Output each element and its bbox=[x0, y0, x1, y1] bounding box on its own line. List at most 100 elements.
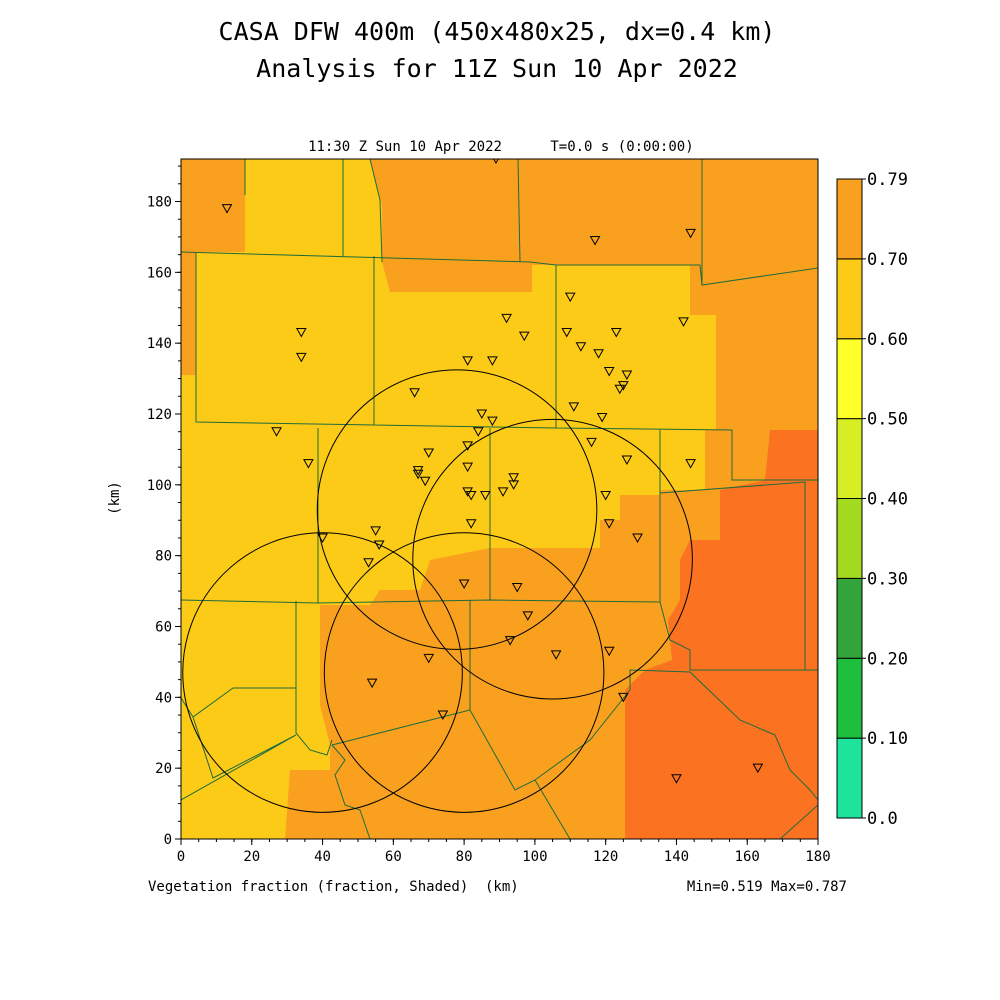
colorbar-swatch bbox=[836, 338, 863, 420]
page-subtitle: Analysis for 11Z Sun 10 Apr 2022 bbox=[256, 54, 738, 83]
station-marker bbox=[603, 519, 615, 529]
range-ring bbox=[412, 418, 693, 700]
y-axis: 0 20 40 60 80 100 120 140 160 180 bbox=[147, 165, 181, 848]
colorbar-swatch bbox=[836, 737, 863, 819]
y-tick-label: 60 bbox=[155, 620, 172, 636]
station-marker bbox=[511, 583, 523, 593]
shaded-field bbox=[181, 159, 818, 839]
x-tick-label: 180 bbox=[805, 849, 830, 865]
station-marker bbox=[593, 349, 604, 359]
x-axis: 0 20 40 60 80 100 120 140 160 180 bbox=[177, 839, 831, 865]
station-marker bbox=[621, 455, 633, 466]
radar-range-rings bbox=[182, 369, 693, 813]
county-boundaries bbox=[181, 159, 818, 839]
colorbar-swatch bbox=[836, 418, 863, 499]
station-marker bbox=[678, 317, 689, 327]
colorbar-swatch bbox=[836, 577, 863, 659]
station-marker bbox=[614, 384, 626, 395]
min-max-stats: Min=0.519 Max=0.787 bbox=[687, 879, 847, 895]
station-marker bbox=[271, 427, 282, 437]
station-marker bbox=[221, 204, 233, 214]
station-marker bbox=[501, 313, 512, 324]
station-marker bbox=[419, 476, 431, 487]
station-marker bbox=[303, 459, 314, 469]
y-tick-label: 40 bbox=[155, 690, 172, 706]
y-axis-label: (km) bbox=[107, 481, 123, 515]
station-marker bbox=[465, 490, 477, 501]
x-tick-label: 120 bbox=[593, 849, 618, 865]
y-tick-label: 160 bbox=[147, 265, 172, 281]
station-marker bbox=[610, 328, 622, 338]
station-marker bbox=[632, 533, 643, 543]
station-marker bbox=[568, 402, 580, 412]
y-tick-label: 0 bbox=[164, 832, 172, 848]
station-marker bbox=[409, 388, 420, 398]
x-tick-label: 100 bbox=[522, 849, 547, 865]
y-tick-label: 80 bbox=[155, 549, 172, 565]
station-marker bbox=[671, 774, 682, 784]
station-marker bbox=[462, 356, 474, 366]
station-marker bbox=[508, 480, 520, 490]
colorbar-label: 0.60 bbox=[867, 330, 908, 350]
station-marker bbox=[589, 235, 601, 246]
plot-forecast-time: T=0.0 s (0:00:00) bbox=[550, 139, 693, 155]
field-region-0.50-0.60 bbox=[181, 159, 716, 839]
field-label: Vegetation fraction (fraction, Shaded) bbox=[148, 879, 468, 895]
y-tick-label: 140 bbox=[147, 336, 172, 352]
colorbar-label: 0.20 bbox=[867, 649, 908, 669]
y-tick-label: 120 bbox=[147, 407, 172, 423]
colorbar-label: 0.10 bbox=[867, 729, 908, 749]
field-region-upper-left bbox=[181, 159, 245, 375]
station-marker bbox=[518, 331, 530, 342]
range-ring bbox=[316, 369, 598, 650]
station-marker bbox=[465, 519, 477, 529]
station-marker bbox=[423, 448, 435, 458]
colorbar: 0.0 0.10 0.20 0.30 0.40 0.50 0.60 0.70 0.79 bbox=[836, 170, 908, 829]
station-marker bbox=[621, 370, 633, 381]
colorbar-label: 0.70 bbox=[867, 250, 908, 270]
station-marker bbox=[487, 416, 498, 427]
station-marker bbox=[561, 328, 573, 338]
station-marker bbox=[487, 356, 498, 366]
y-tick-label: 100 bbox=[147, 478, 172, 494]
colorbar-swatch bbox=[836, 657, 863, 739]
station-markers bbox=[221, 159, 764, 784]
station-marker bbox=[476, 409, 488, 420]
station-marker bbox=[479, 490, 491, 501]
x-tick-label: 80 bbox=[456, 849, 473, 865]
station-marker bbox=[437, 710, 449, 721]
x-axis-label: (km) bbox=[485, 879, 519, 895]
field-region-0.70-0.79 bbox=[625, 430, 818, 839]
station-marker bbox=[458, 579, 470, 590]
station-marker bbox=[504, 636, 516, 646]
plot-valid-time: 11:30 Z Sun 10 Apr 2022 bbox=[308, 139, 502, 155]
station-marker bbox=[603, 367, 615, 377]
x-tick-label: 140 bbox=[664, 849, 689, 865]
station-marker bbox=[564, 292, 576, 303]
x-tick-label: 40 bbox=[314, 849, 331, 865]
range-ring bbox=[182, 532, 463, 813]
station-marker bbox=[373, 540, 385, 551]
x-tick-label: 160 bbox=[735, 849, 760, 865]
colorbar-label: 0.40 bbox=[867, 490, 908, 510]
station-marker bbox=[600, 490, 612, 501]
x-tick-label: 20 bbox=[243, 849, 260, 865]
y-tick-label: 20 bbox=[155, 761, 172, 777]
station-marker bbox=[596, 413, 608, 423]
x-tick-label: 60 bbox=[385, 849, 402, 865]
y-tick-label: 180 bbox=[147, 195, 172, 211]
station-marker bbox=[462, 462, 474, 473]
station-marker bbox=[423, 653, 435, 664]
station-marker bbox=[295, 352, 307, 363]
station-marker bbox=[685, 459, 696, 469]
colorbar-label: 0.0 bbox=[867, 809, 898, 829]
station-marker bbox=[412, 469, 424, 480]
range-ring bbox=[323, 532, 605, 813]
colorbar-label: 0.30 bbox=[867, 569, 908, 589]
station-marker bbox=[497, 487, 509, 497]
station-marker bbox=[317, 533, 328, 543]
colorbar-swatch bbox=[836, 178, 863, 260]
colorbar-label: 0.79 bbox=[867, 170, 908, 190]
page-title: CASA DFW 400m (450x480x25, dx=0.4 km) bbox=[219, 17, 776, 46]
